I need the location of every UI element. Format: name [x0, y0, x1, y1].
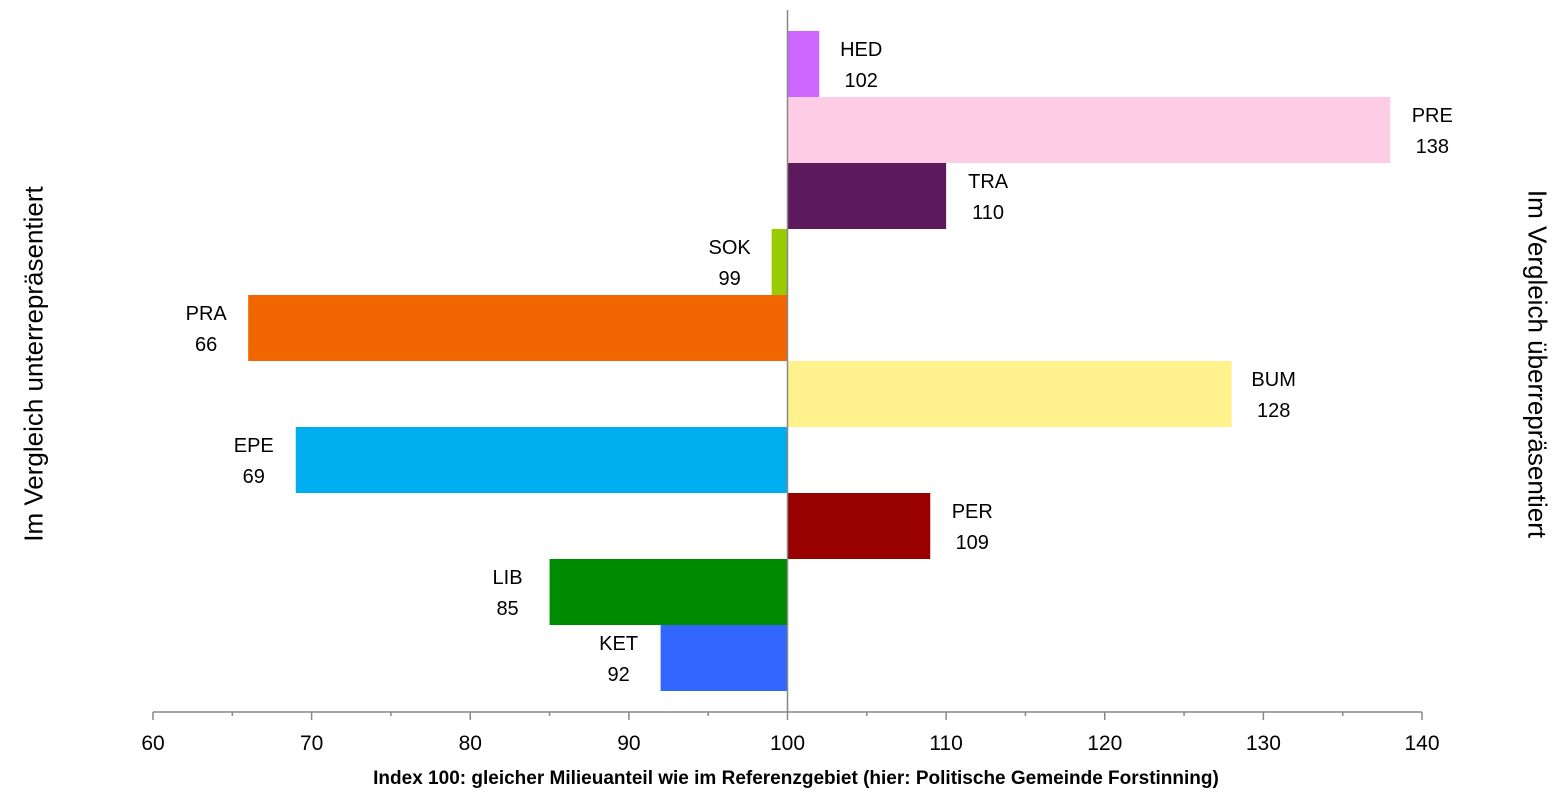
bars-layer	[248, 31, 1391, 691]
bar-ket	[660, 625, 788, 691]
bar-pra	[248, 295, 788, 361]
bar-epe	[295, 427, 788, 493]
right-side-label: Im Vergleich überrepräsentiert	[1522, 189, 1553, 539]
bar-label-category: BUM	[1251, 369, 1295, 391]
x-tick-label: 70	[300, 732, 323, 755]
bar-label-category: LIB	[493, 567, 523, 589]
bar-label-category: PRE	[1412, 105, 1453, 127]
x-tick-label: 90	[617, 732, 640, 755]
bar-hed	[787, 31, 820, 97]
left-side-label: Im Vergleich unterrepräsentiert	[18, 186, 49, 542]
bar-label-category: KET	[599, 633, 638, 655]
x-axis: 60 70 80 90 100 110 120 130 140	[141, 10, 1440, 755]
x-tick-label: 140	[1404, 732, 1439, 755]
x-tick-label: 60	[141, 732, 164, 755]
x-tick-label: 120	[1087, 732, 1122, 755]
x-tick-label: 100	[770, 732, 805, 755]
bar-label-value: 102	[845, 70, 878, 92]
bar-label-value: 109	[956, 532, 989, 554]
bar-per	[787, 493, 931, 559]
bar-label-value: 128	[1257, 400, 1290, 422]
bar-label-value: 99	[719, 268, 741, 290]
bar-label-category: HED	[840, 39, 882, 61]
x-tick-label: 130	[1246, 732, 1281, 755]
bar-label-value: 66	[195, 334, 217, 356]
bar-label-value: 110	[972, 202, 1004, 224]
bar-label-category: EPE	[234, 435, 274, 457]
data-labels-layer: HED 102 PRE 138 TRA 110 SOK 99 PRA 66 BUM 128 EPE 69 P…	[186, 39, 1453, 686]
x-axis-label: Index 100: gleicher Milieuanteil wie im …	[373, 768, 1219, 789]
bar-label-value: 85	[496, 598, 518, 620]
bar-label-category: PRA	[186, 303, 228, 325]
bar-label-category: PER	[952, 501, 993, 523]
bar-label-value: 92	[607, 664, 629, 686]
bar-sok	[771, 229, 788, 295]
bar-lib	[549, 559, 788, 625]
x-tick-label: 80	[459, 732, 482, 755]
bar-bum	[787, 361, 1232, 427]
x-tick-label: 110	[929, 732, 962, 755]
bar-label-category: SOK	[709, 237, 752, 259]
bar-label-category: TRA	[968, 171, 1009, 193]
bar-tra	[787, 163, 947, 229]
bar-label-value: 69	[243, 466, 265, 488]
bar-pre	[787, 97, 1391, 163]
bar-label-value: 138	[1416, 136, 1449, 158]
